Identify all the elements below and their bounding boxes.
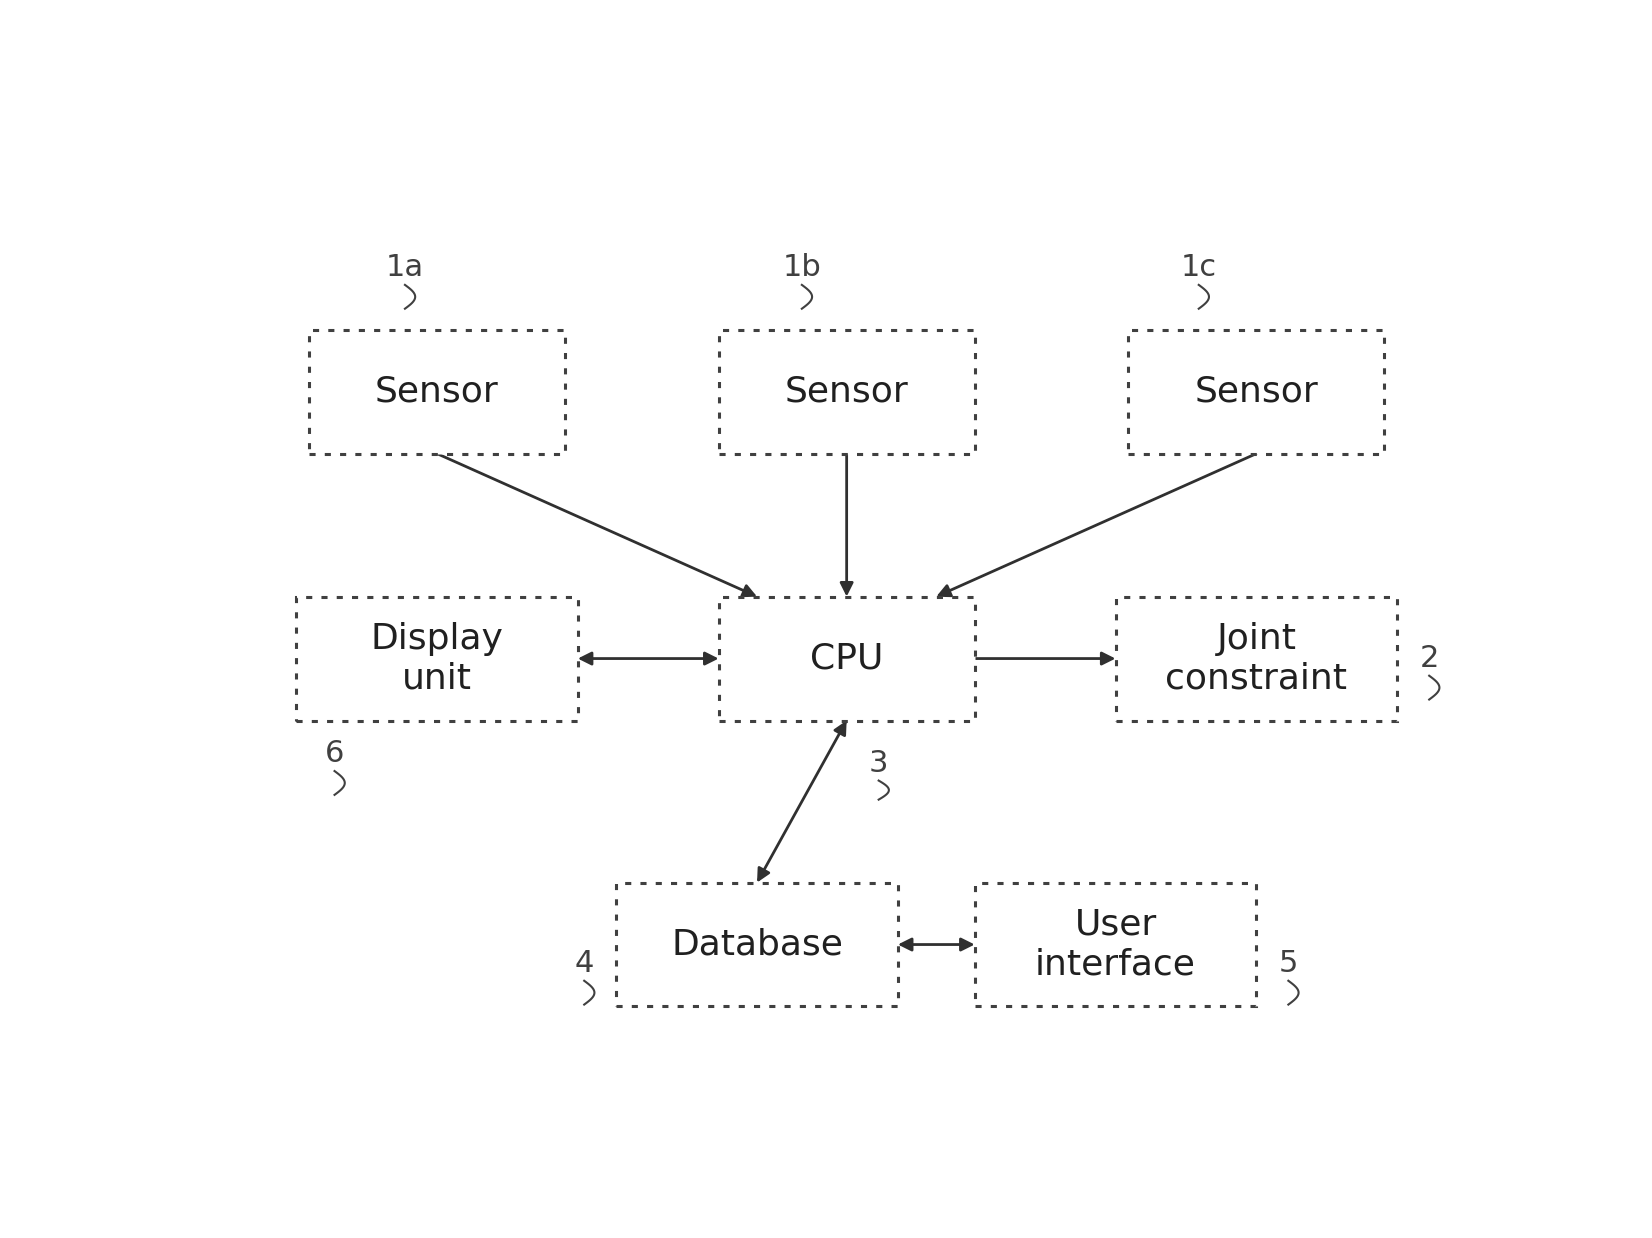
Bar (309, 329, 565, 453)
Text: Display
unit: Display unit (370, 621, 504, 696)
Text: Database: Database (671, 927, 843, 962)
Text: 4: 4 (575, 950, 593, 978)
Text: Joint
constraint: Joint constraint (1165, 621, 1348, 696)
FancyArrowPatch shape (436, 453, 755, 595)
Text: 1b: 1b (783, 254, 821, 282)
Text: 2: 2 (1419, 644, 1439, 673)
Bar (616, 883, 899, 1006)
FancyArrowPatch shape (841, 453, 852, 593)
Text: User
interface: User interface (1036, 907, 1196, 982)
Bar (719, 329, 975, 453)
Text: 6: 6 (325, 739, 344, 769)
Bar (1128, 329, 1384, 453)
Text: 1c: 1c (1181, 254, 1218, 282)
Text: 5: 5 (1279, 950, 1298, 978)
Bar (719, 597, 975, 721)
FancyArrowPatch shape (938, 453, 1257, 595)
Text: Sensor: Sensor (375, 375, 499, 409)
FancyArrowPatch shape (900, 938, 971, 950)
Text: 3: 3 (869, 749, 889, 777)
FancyArrowPatch shape (758, 723, 846, 880)
Text: 1a: 1a (387, 254, 425, 282)
Bar (975, 883, 1257, 1006)
FancyArrowPatch shape (975, 652, 1112, 664)
Text: Sensor: Sensor (785, 375, 909, 409)
Text: Sensor: Sensor (1194, 375, 1318, 409)
Bar (1115, 597, 1398, 721)
Text: CPU: CPU (809, 641, 884, 676)
FancyArrowPatch shape (582, 652, 715, 664)
Bar (296, 597, 578, 721)
